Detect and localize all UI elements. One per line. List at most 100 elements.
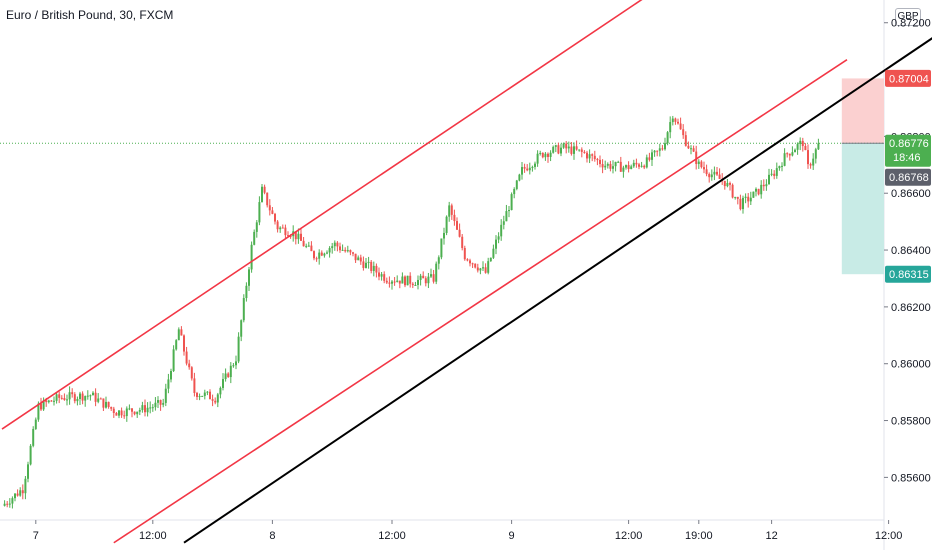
candle-body (495, 239, 497, 249)
candle-body (809, 164, 812, 166)
price-tick-label: 0.85800 (891, 416, 931, 428)
channel-lower-line[interactable] (113, 59, 848, 544)
candle-body (658, 148, 661, 151)
candle-body (411, 283, 414, 286)
candle-body (190, 367, 193, 379)
support-trend-line[interactable] (183, 26, 932, 544)
time-axis[interactable]: 7 12:00 8 12:00 9 12:00 19:00 12 12:00 (33, 520, 903, 542)
bid-price-badge-text: 0.86768 (889, 172, 929, 184)
candle-body (370, 261, 373, 271)
candle-body (357, 257, 360, 261)
candle-body (115, 412, 118, 416)
candle-body (367, 261, 370, 263)
candle-body (710, 174, 713, 178)
candle-body (120, 410, 123, 416)
candle-body (211, 399, 214, 401)
candle-body (596, 159, 599, 161)
candle-body (297, 233, 300, 240)
channel-upper-line[interactable] (1, 0, 730, 430)
candle-body (606, 163, 609, 166)
candle-body (489, 257, 492, 262)
candle-body (341, 249, 344, 251)
candle-body (240, 320, 243, 337)
candle-body (281, 227, 284, 229)
candle-body (380, 274, 383, 277)
candle-body (21, 490, 24, 494)
candle-body (448, 205, 451, 217)
candle-body (385, 280, 388, 283)
candle-body (700, 161, 703, 168)
candle-body (27, 464, 29, 479)
candle-body (118, 410, 120, 416)
candle-body (401, 276, 404, 284)
candle-body (786, 153, 789, 155)
candle-body (414, 285, 417, 287)
candle-body (791, 152, 794, 156)
candle-body (736, 196, 739, 199)
candle-body (648, 157, 651, 160)
candle-body (562, 143, 565, 148)
candle-body (614, 161, 617, 167)
candle-body (521, 167, 523, 175)
candle-body (471, 263, 474, 265)
time-tick-label: 9 (509, 530, 515, 542)
candle-body (567, 146, 570, 149)
candle-body (383, 274, 386, 281)
stop-price-badge (885, 69, 931, 87)
candle-body (609, 163, 612, 169)
candle-body (58, 394, 61, 398)
candle-body (128, 408, 131, 410)
candle-body (417, 279, 419, 286)
candle-body (502, 221, 505, 225)
candle-body (136, 411, 139, 415)
candle-body (6, 503, 9, 505)
candle-body (378, 272, 380, 277)
candle-body (294, 231, 297, 240)
candle-body (526, 168, 529, 171)
candle-body (679, 123, 682, 130)
candle-body (76, 398, 79, 402)
time-tick-label: 12:00 (139, 530, 167, 542)
candle-body (229, 365, 232, 378)
candle-body (164, 388, 167, 403)
candle-body (450, 205, 453, 215)
candle-body (362, 261, 365, 268)
candle-body (45, 400, 48, 403)
candle-body (375, 265, 378, 273)
candle-body (783, 153, 786, 166)
candle-body (227, 373, 230, 378)
candle-body (630, 166, 633, 170)
candle-body (141, 405, 144, 411)
candle-body (635, 162, 638, 165)
time-tick-label: 12:00 (875, 530, 903, 542)
candle-body (300, 233, 302, 241)
candle-body (206, 391, 209, 393)
candle-body (430, 274, 432, 277)
candle-body (14, 493, 16, 499)
candle-body (40, 403, 42, 410)
stop-loss-zone[interactable] (841, 78, 884, 144)
price-axis[interactable]: 0.872000.868000.866000.864000.862000.860… (884, 18, 931, 485)
bid-price-badge (885, 168, 931, 186)
candle-body (705, 169, 708, 175)
candle-body (209, 391, 211, 400)
candle-body (723, 180, 726, 187)
candle-body (424, 278, 427, 284)
candle-body (664, 143, 666, 150)
candle-body (276, 221, 279, 230)
candle-body (695, 151, 698, 165)
candle-body (500, 224, 503, 237)
candle-body (731, 184, 734, 198)
candle-body (427, 276, 430, 284)
candle-body (105, 401, 107, 408)
take-profit-zone[interactable] (841, 143, 884, 275)
candle-body (188, 363, 191, 368)
candle-body (661, 148, 664, 150)
currency-button[interactable]: GBP (895, 8, 921, 26)
candle-body (328, 248, 331, 253)
candle-body (570, 146, 573, 154)
candle-body (560, 147, 562, 154)
candle-body (469, 260, 471, 264)
candle-body (237, 336, 240, 362)
